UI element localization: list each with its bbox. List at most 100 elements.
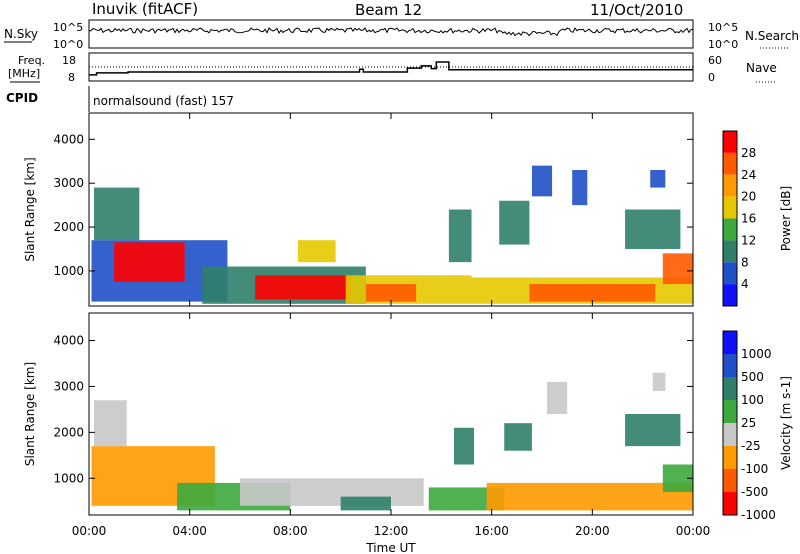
- x-tick-label-0: 00:00: [72, 524, 107, 538]
- colorbar-frame: [722, 330, 738, 516]
- freq-tick-bottom: 8: [68, 71, 75, 84]
- colorbar-tick-6: 4: [741, 277, 749, 291]
- colorbar-tick-2: 20: [741, 190, 756, 204]
- x-axis-title: Time UT: [365, 541, 416, 554]
- colorbar-title: Velocity [m s-1]: [779, 376, 793, 470]
- data-region-5: [428, 487, 505, 511]
- y-axis-title: Slant Range [km]: [23, 362, 37, 466]
- nave-tick-bottom: 0: [708, 71, 715, 84]
- nave-label: Nave: [746, 61, 777, 75]
- x-tick-label-6: 00:00: [676, 524, 711, 538]
- data-region-3: [255, 275, 351, 300]
- y-tick-label-1: 2000: [53, 220, 84, 234]
- date-title: 11/Oct/2010: [590, 1, 683, 19]
- colorbar-tick-4: 12: [741, 233, 756, 247]
- colorbar-swatch-4: [723, 218, 737, 241]
- data-region-16: [650, 170, 666, 188]
- nsearch-tick-top: 10^5: [708, 21, 738, 34]
- data-region-5: [365, 284, 417, 302]
- data-region-6: [486, 482, 693, 511]
- freq-trace: [89, 61, 693, 76]
- colorbar-tick-0: 28: [741, 146, 756, 160]
- nave-tick-top: 60: [708, 54, 722, 67]
- station-title: Inuvik (fitACF): [92, 0, 198, 18]
- data-region-11: [625, 414, 681, 447]
- colorbar-swatch-5: [723, 446, 737, 469]
- y-tick-label-2: 3000: [53, 176, 84, 190]
- y-tick-label-2: 3000: [53, 379, 84, 393]
- colorbar-tick-5: -100: [741, 462, 768, 476]
- data-region-14: [572, 170, 588, 206]
- data-region-13: [531, 165, 553, 197]
- x-tick-label-4: 16:00: [474, 524, 509, 538]
- colorbar-swatch-2: [723, 377, 737, 400]
- colorbar-tick-7: -1000: [741, 508, 776, 522]
- colorbar-tick-3: 16: [741, 212, 756, 226]
- power-panel: 1000 2000 3000 4000 Slant Range [km] 28 24 20 16…: [23, 112, 793, 307]
- y-tick-label-0: 1000: [53, 471, 84, 485]
- y-tick-label-3: 4000: [53, 132, 84, 146]
- colorbar-swatch-3: [723, 400, 737, 423]
- freq-label-2: [MHz]: [8, 67, 40, 80]
- colorbar-swatch-3: [723, 196, 737, 219]
- y-tick-label-3: 4000: [53, 334, 84, 348]
- colorbar-tick-1: 24: [741, 168, 756, 182]
- colorbar-frame: [722, 130, 738, 307]
- freq-tick-top: 18: [62, 54, 76, 67]
- x-tick-label-5: 20:00: [575, 524, 610, 538]
- data-region-10: [547, 381, 568, 414]
- data-region-15: [625, 209, 681, 249]
- colorbar-swatch-0: [723, 131, 737, 153]
- nsky-tick-bottom: 10^0: [53, 38, 83, 51]
- data-region-9: [94, 187, 140, 241]
- data-region-11: [448, 209, 472, 263]
- colorbar-title: Power [dB]: [779, 186, 793, 251]
- colorbar-tick-0: 1000: [741, 347, 772, 361]
- data-region-4: [340, 496, 391, 511]
- data-region-9: [504, 423, 532, 451]
- data-region-10: [297, 240, 336, 263]
- colorbar-swatch-0: [723, 331, 737, 354]
- y-tick-label-1: 2000: [53, 425, 84, 439]
- nsky-tick-top: 10^5: [53, 21, 83, 34]
- colorbar-swatch-7: [723, 492, 737, 515]
- data-region-1: [94, 400, 127, 447]
- colorbar-swatch-1: [723, 354, 737, 377]
- data-region-8: [453, 427, 475, 465]
- nsky-panel: [88, 19, 694, 49]
- nsky-label: N.Sky: [4, 27, 38, 41]
- y-axis-title: Slant Range [km]: [23, 157, 37, 261]
- data-region-1: [114, 242, 185, 282]
- colorbar-swatch-6: [723, 262, 737, 285]
- beam-title: Beam 12: [355, 1, 422, 19]
- colorbar-tick-4: -25: [741, 439, 761, 453]
- colorbar-tick-5: 8: [741, 255, 749, 269]
- cpid-text: normalsound (fast) 157: [93, 94, 234, 108]
- colorbar-swatch-5: [723, 240, 737, 263]
- x-tick-label-2: 08:00: [273, 524, 308, 538]
- colorbar-tick-1: 500: [741, 370, 764, 384]
- cpid-label: CPID: [6, 91, 38, 105]
- x-tick-label-3: 12:00: [374, 524, 409, 538]
- colorbar-tick-3: 25: [741, 416, 756, 430]
- data-region-12: [499, 200, 530, 245]
- colorbar-swatch-1: [723, 152, 737, 175]
- x-tick-label-1: 04:00: [172, 524, 207, 538]
- colorbar-swatch-7: [723, 284, 737, 306]
- colorbar-swatch-6: [723, 469, 737, 492]
- data-region-12: [652, 372, 666, 392]
- colorbar-swatch-4: [723, 423, 737, 446]
- colorbar-swatch-2: [723, 174, 737, 197]
- colorbar-tick-6: -500: [741, 485, 768, 499]
- y-tick-label-0: 1000: [53, 264, 84, 278]
- x-axis: 00:00 04:00 08:00 12:00 16:00 20:00 00:00: [72, 524, 711, 538]
- freq-label-1: Freq.: [18, 54, 45, 67]
- nsearch-tick-bottom: 10^0: [708, 38, 738, 51]
- velocity-panel: 1000 2000 3000 4000 Slant Range [km] 1000 500 1…: [23, 312, 793, 522]
- data-region-8: [662, 253, 693, 285]
- nsearch-label: N.Search: [745, 29, 799, 43]
- data-region-3: [240, 478, 424, 506]
- colorbar-tick-2: 100: [741, 393, 764, 407]
- data-region-7: [529, 284, 656, 302]
